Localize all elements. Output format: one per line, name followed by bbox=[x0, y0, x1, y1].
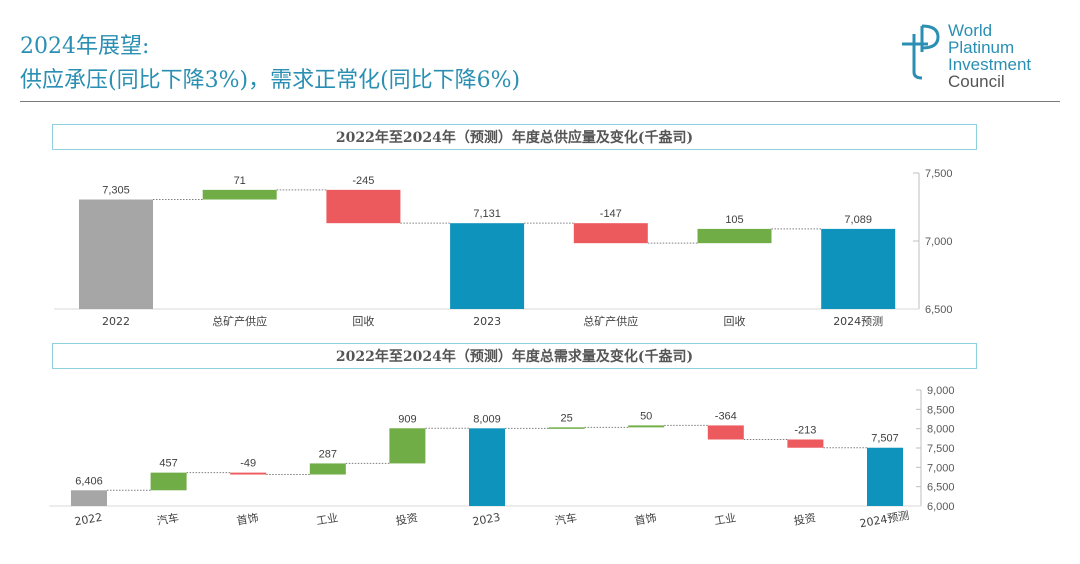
demand-y-tick-label: 7,000 bbox=[927, 462, 955, 474]
demand-bar bbox=[230, 472, 267, 475]
supply-category-label: 2023 bbox=[473, 315, 501, 328]
supply-value-label: 7,131 bbox=[473, 208, 501, 220]
demand-bar bbox=[389, 428, 426, 464]
demand-chart-title: 2022年至2024年（预测）年度总需求量及变化(千盎司) bbox=[52, 343, 977, 369]
demand-y-tick-label: 7,500 bbox=[927, 443, 955, 455]
page-title-line-2: 供应承压(同比下降3%)，需求正常化(同比下降6%) bbox=[20, 68, 521, 93]
demand-bar bbox=[787, 439, 824, 448]
demand-category-label: 首饰 bbox=[235, 510, 259, 528]
demand-bar bbox=[150, 472, 187, 491]
demand-category-label: 投资 bbox=[793, 510, 817, 528]
supply-bar bbox=[573, 223, 648, 244]
demand-value-label: -213 bbox=[794, 424, 816, 436]
supply-bar bbox=[821, 228, 896, 309]
demand-y-tick-label: 8,000 bbox=[927, 424, 955, 436]
demand-category-label: 汽车 bbox=[156, 510, 180, 528]
supply-y-tick-label: 7,500 bbox=[925, 168, 953, 180]
demand-value-label: 25 bbox=[560, 412, 572, 424]
demand-value-label: 287 bbox=[319, 448, 337, 460]
logo-line-1: World bbox=[948, 21, 993, 40]
supply-value-label: -147 bbox=[600, 208, 622, 220]
supply-value-label: 105 bbox=[725, 214, 743, 226]
supply-bar bbox=[79, 199, 153, 309]
supply-chart-title: 2022年至2024年（预测）年度总供应量及变化(千盎司) bbox=[52, 124, 977, 150]
wpic-logo: World Platinum Investment Council bbox=[900, 22, 1070, 94]
wpic-logo-text: World Platinum Investment Council bbox=[948, 22, 1031, 90]
demand-value-label: 6,406 bbox=[75, 475, 103, 487]
logo-line-2: Platinum bbox=[948, 38, 1015, 57]
supply-category-label: 2024预测 bbox=[833, 315, 883, 328]
supply-bar bbox=[697, 228, 772, 244]
demand-bar bbox=[867, 447, 903, 506]
demand-bar bbox=[71, 490, 107, 506]
supply-value-label: 7,089 bbox=[844, 214, 872, 226]
logo-line-3: Investment bbox=[948, 55, 1032, 74]
supply-category-label: 回收 bbox=[724, 314, 746, 328]
supply-bar bbox=[326, 189, 401, 224]
demand-category-label: 首饰 bbox=[633, 510, 657, 528]
demand-y-tick-label: 9,000 bbox=[927, 385, 955, 397]
demand-bar bbox=[628, 425, 665, 428]
supply-value-label: 71 bbox=[234, 175, 246, 187]
demand-value-label: -364 bbox=[715, 410, 737, 422]
demand-value-label: -49 bbox=[240, 458, 256, 470]
demand-value-label: 909 bbox=[398, 413, 416, 425]
page-title-line-1: 2024年展望: bbox=[20, 34, 150, 59]
demand-y-tick-label: 8,500 bbox=[927, 404, 955, 416]
supply-category-label: 总矿产供应 bbox=[212, 314, 267, 328]
header-divider bbox=[20, 101, 1060, 102]
supply-y-tick-label: 6,500 bbox=[925, 304, 953, 316]
supply-bar bbox=[202, 189, 277, 200]
demand-bar bbox=[548, 427, 585, 429]
demand-value-label: 50 bbox=[640, 410, 652, 422]
supply-category-label: 总矿产供应 bbox=[583, 314, 638, 328]
demand-category-label: 汽车 bbox=[554, 510, 578, 528]
demand-y-tick-label: 6,500 bbox=[927, 482, 955, 494]
demand-category-label: 2024预测 bbox=[859, 509, 910, 530]
supply-category-label: 2022 bbox=[102, 315, 130, 328]
demand-category-label: 2022 bbox=[73, 511, 103, 529]
demand-category-label: 投资 bbox=[395, 510, 419, 528]
wpic-logo-mark bbox=[902, 24, 940, 80]
supply-bar bbox=[450, 223, 525, 309]
demand-bar bbox=[469, 428, 505, 506]
demand-category-label: 工业 bbox=[315, 511, 339, 528]
supply-value-label: -245 bbox=[352, 175, 374, 187]
demand-bar bbox=[707, 425, 744, 440]
supply-value-label: 7,305 bbox=[102, 185, 130, 197]
supply-category-label: 回收 bbox=[352, 314, 374, 328]
demand-value-label: 7,507 bbox=[871, 433, 899, 445]
demand-category-label: 工业 bbox=[713, 511, 737, 528]
demand-category-label: 2023 bbox=[471, 511, 501, 529]
demand-value-label: 8,009 bbox=[473, 413, 501, 425]
demand-bar bbox=[309, 463, 346, 475]
demand-y-tick-label: 6,000 bbox=[927, 501, 955, 513]
logo-line-4: Council bbox=[948, 72, 1005, 91]
supply-y-tick-label: 7,000 bbox=[925, 236, 953, 248]
demand-value-label: 457 bbox=[159, 458, 177, 470]
